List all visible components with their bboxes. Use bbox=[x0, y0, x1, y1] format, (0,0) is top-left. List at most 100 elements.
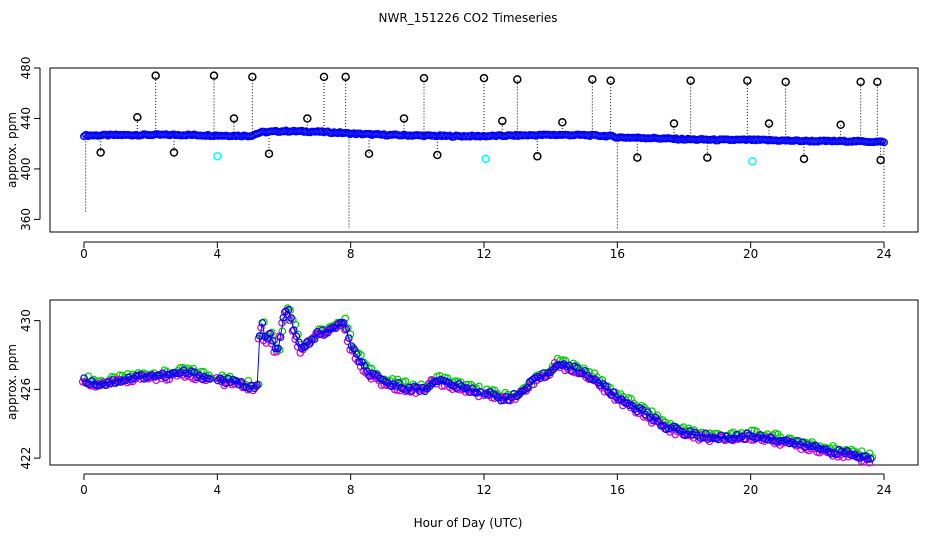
green-trace-point bbox=[858, 447, 866, 455]
spike-point bbox=[341, 72, 350, 82]
co2-line bbox=[83, 310, 871, 459]
co2-point bbox=[625, 401, 634, 410]
spike-point bbox=[399, 114, 409, 123]
spike-point bbox=[498, 116, 507, 126]
co2-point bbox=[342, 325, 351, 333]
top-axes: 0 4 8 12 16 20 24 360 400 440 480 bbox=[19, 57, 892, 261]
co2-point bbox=[268, 337, 277, 345]
co2-point bbox=[352, 350, 361, 358]
spike-point bbox=[479, 73, 489, 83]
spike-point bbox=[873, 77, 882, 87]
spike-point bbox=[96, 148, 105, 157]
spike-point bbox=[686, 76, 695, 85]
x-tick-label: 24 bbox=[876, 247, 891, 261]
spike-point bbox=[764, 119, 774, 128]
co2-point bbox=[132, 371, 141, 380]
cyan-point bbox=[213, 152, 222, 161]
top-panel: 0 4 8 12 16 20 24 360 400 440 480 approx. ppm bbox=[5, 57, 919, 261]
top-plot-frame bbox=[49, 67, 919, 233]
green-trace-point bbox=[341, 314, 350, 323]
spike-point bbox=[703, 153, 712, 162]
x-tick-label: 16 bbox=[610, 247, 625, 261]
spike-point bbox=[781, 77, 790, 87]
spike-point bbox=[264, 149, 274, 159]
y-tick-label: 360 bbox=[19, 208, 33, 231]
magenta-trace-point bbox=[288, 327, 297, 335]
x-tick-label: 20 bbox=[743, 247, 758, 261]
co2-point bbox=[706, 434, 715, 442]
x-tick-label: 20 bbox=[743, 483, 758, 497]
magenta-trace-point bbox=[474, 392, 483, 401]
spike-point bbox=[303, 114, 312, 123]
co2-point bbox=[345, 334, 353, 342]
co2-point bbox=[460, 384, 469, 393]
co2-point bbox=[866, 454, 875, 463]
bottom-plot-frame bbox=[49, 299, 919, 466]
co2-point bbox=[806, 442, 815, 451]
spike-point bbox=[319, 72, 329, 82]
spike-point bbox=[229, 114, 239, 123]
magenta-trace-point bbox=[272, 347, 281, 356]
x-tick-label: 16 bbox=[610, 483, 625, 497]
bottom-panel: 0 4 8 12 16 20 24 422 426 430 approx. ppm bbox=[5, 299, 919, 497]
magenta-trace-point bbox=[275, 332, 284, 340]
x-axis-label: Hour of Day (UTC) bbox=[414, 516, 523, 530]
spike-point bbox=[248, 72, 257, 82]
bottom-y-axis-label: approx. ppm bbox=[5, 344, 19, 420]
co2-point bbox=[523, 384, 531, 392]
spike-point bbox=[133, 112, 142, 122]
magenta-trace-point bbox=[865, 458, 874, 467]
bottom-marks bbox=[78, 304, 877, 467]
co2-point bbox=[114, 378, 122, 386]
spike-point bbox=[209, 71, 219, 80]
spike-point bbox=[364, 149, 374, 159]
x-tick-label: 24 bbox=[876, 483, 891, 497]
spike-point bbox=[419, 73, 429, 83]
spike-point bbox=[743, 76, 752, 85]
spike-point bbox=[558, 117, 567, 127]
spike-point bbox=[588, 75, 597, 84]
co2-point bbox=[310, 335, 319, 343]
y-tick-label: 422 bbox=[19, 447, 33, 470]
spike-point bbox=[606, 76, 615, 85]
spike-point bbox=[633, 153, 642, 162]
x-tick-label: 8 bbox=[347, 247, 355, 261]
co2-point bbox=[339, 319, 348, 327]
x-tick-label: 0 bbox=[80, 247, 88, 261]
co2-point bbox=[864, 455, 872, 463]
y-tick-label: 480 bbox=[19, 57, 33, 80]
cyan-point bbox=[481, 154, 490, 164]
x-tick-label: 12 bbox=[476, 247, 491, 261]
spike-point bbox=[433, 150, 442, 160]
spike-point bbox=[856, 77, 865, 87]
co2-point bbox=[266, 329, 274, 338]
co2-point bbox=[169, 368, 177, 377]
spike-point bbox=[799, 154, 809, 164]
spike-point bbox=[533, 152, 542, 161]
co2-point bbox=[284, 305, 293, 314]
y-tick-label: 426 bbox=[19, 378, 33, 401]
co2-point bbox=[93, 381, 101, 390]
y-tick-label: 440 bbox=[19, 107, 33, 130]
bottom-axes: 0 4 8 12 16 20 24 422 426 430 bbox=[19, 309, 892, 497]
x-tick-label: 4 bbox=[214, 483, 222, 497]
top-y-axis-label: approx. ppm bbox=[5, 112, 19, 188]
x-tick-label: 12 bbox=[476, 483, 491, 497]
co2-point bbox=[470, 388, 479, 397]
top-marks bbox=[80, 71, 888, 230]
spike-point bbox=[836, 120, 845, 130]
y-tick-label: 400 bbox=[19, 157, 33, 180]
x-tick-label: 8 bbox=[347, 483, 355, 497]
x-tick-label: 4 bbox=[214, 247, 222, 261]
co2-point bbox=[308, 335, 316, 344]
x-tick-label: 0 bbox=[80, 483, 88, 497]
spike-point bbox=[876, 155, 885, 165]
co2-point bbox=[206, 375, 214, 383]
chart-title: NWR_151226 CO2 Timeseries bbox=[379, 11, 558, 25]
y-tick-label: 430 bbox=[19, 309, 33, 332]
green-trace-point bbox=[357, 351, 365, 359]
spike-point bbox=[151, 71, 160, 80]
magenta-trace-point bbox=[270, 348, 278, 356]
spike-point bbox=[513, 75, 522, 84]
